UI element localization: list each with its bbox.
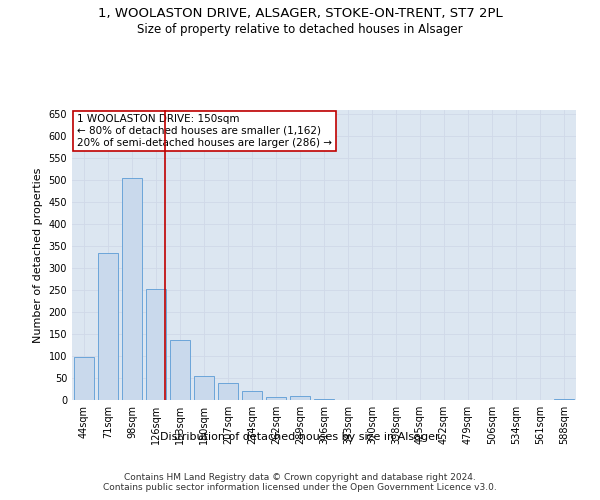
Bar xyxy=(242,391,262,400)
Bar xyxy=(146,289,166,400)
Bar xyxy=(218,383,238,400)
Bar xyxy=(74,357,94,400)
Bar xyxy=(194,376,214,400)
Bar xyxy=(122,178,142,400)
Bar xyxy=(314,398,334,400)
Text: Contains HM Land Registry data © Crown copyright and database right 2024.
Contai: Contains HM Land Registry data © Crown c… xyxy=(103,473,497,492)
Text: Distribution of detached houses by size in Alsager: Distribution of detached houses by size … xyxy=(160,432,440,442)
Bar xyxy=(170,340,190,400)
Text: 1 WOOLASTON DRIVE: 150sqm
← 80% of detached houses are smaller (1,162)
20% of se: 1 WOOLASTON DRIVE: 150sqm ← 80% of detac… xyxy=(77,114,332,148)
Bar xyxy=(98,253,118,400)
Bar xyxy=(290,396,310,400)
Bar xyxy=(266,397,286,400)
Bar xyxy=(554,399,574,400)
Text: 1, WOOLASTON DRIVE, ALSAGER, STOKE-ON-TRENT, ST7 2PL: 1, WOOLASTON DRIVE, ALSAGER, STOKE-ON-TR… xyxy=(98,8,502,20)
Y-axis label: Number of detached properties: Number of detached properties xyxy=(33,168,43,342)
Text: Size of property relative to detached houses in Alsager: Size of property relative to detached ho… xyxy=(137,22,463,36)
